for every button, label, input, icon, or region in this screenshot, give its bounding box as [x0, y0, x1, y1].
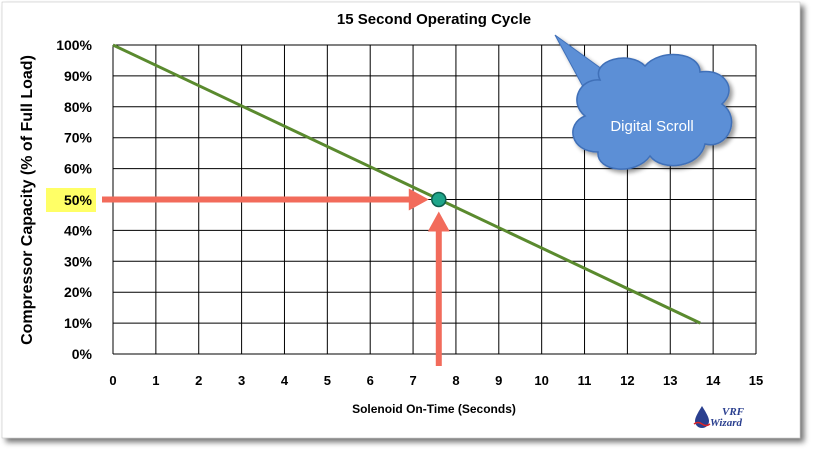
y-tick-label: 80% — [64, 99, 93, 115]
vrf-wizard-logo: VRF Wizard — [693, 406, 745, 429]
wave-icon — [693, 421, 711, 427]
x-axis-label: Solenoid On-Time (Seconds) — [352, 402, 516, 416]
annotation-points — [431, 191, 447, 208]
x-tick-label: 13 — [663, 373, 677, 388]
x-tick-label: 8 — [452, 373, 459, 388]
x-tick-label: 5 — [324, 373, 331, 388]
x-tick-label: 10 — [534, 373, 548, 388]
y-tick-label: 30% — [64, 253, 93, 269]
x-tick-label: 4 — [281, 373, 289, 388]
x-tick-label: 7 — [409, 373, 416, 388]
y-tick-label: 10% — [64, 315, 93, 331]
intersection-point — [431, 191, 447, 208]
x-tick-label: 11 — [578, 373, 592, 388]
y-tick-label: 60% — [64, 161, 93, 177]
highlight-50-box — [46, 188, 96, 212]
x-tick-label: 15 — [749, 373, 763, 388]
y-tick-label: 20% — [64, 284, 93, 300]
y-tick-label: 70% — [64, 130, 93, 146]
y-tick-label: 40% — [64, 222, 93, 238]
annotation-arrows — [102, 188, 450, 366]
x-tick-label: 0 — [109, 373, 116, 388]
x-tick-label: 2 — [195, 373, 202, 388]
y-tick-label: 100% — [56, 37, 92, 53]
highlight-50-label: 50% — [64, 192, 93, 208]
x-tick-label: 1 — [152, 373, 159, 388]
horizontal-arrow — [102, 188, 429, 211]
x-tick-labels: 0 1 2 3 4 5 6 7 8 9 10 11 12 13 14 15 — [109, 373, 763, 388]
chart-grid — [112, 44, 757, 355]
y-axis-label: Compressor Capacity (% of Full Load) — [19, 55, 36, 345]
chart-title: 15 Second Operating Cycle — [337, 11, 531, 28]
vertical-arrow — [427, 211, 450, 366]
x-tick-label: 12 — [620, 373, 634, 388]
y-tick-labels: 0% 10% 20% 30% 40% 50% 60% 70% 80% 90% 100% — [56, 37, 92, 362]
series-layer — [112, 43, 701, 325]
callout-cloud: Digital Scroll — [554, 34, 733, 170]
y-tick-label: 0% — [72, 346, 93, 362]
logo-line-2: Wizard — [710, 417, 742, 429]
x-tick-label: 3 — [238, 373, 245, 388]
y-tick-label: 90% — [64, 68, 93, 84]
x-tick-label: 14 — [706, 373, 721, 388]
x-tick-label: 6 — [367, 373, 374, 388]
x-tick-label: 9 — [495, 373, 502, 388]
series-line — [112, 43, 701, 325]
callout-text: Digital Scroll — [610, 118, 693, 135]
cloud-shape — [572, 53, 733, 170]
logo-line-1: VRF — [722, 406, 745, 418]
